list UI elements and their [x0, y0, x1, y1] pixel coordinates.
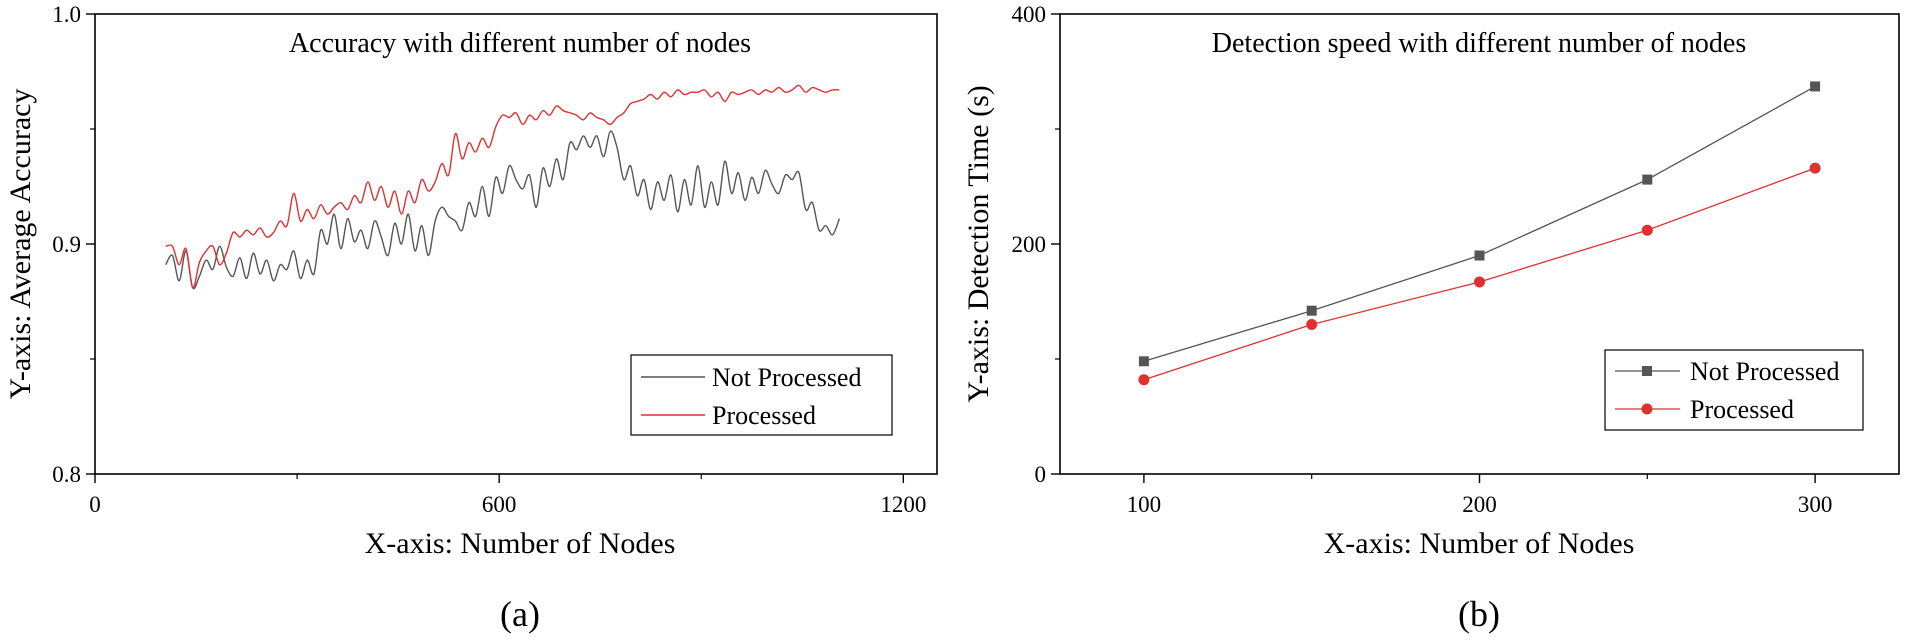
panel-b-series-markers	[1138, 81, 1821, 386]
panel-b-caption: (b)	[1458, 594, 1500, 634]
panel-b-point-processed-200	[1474, 276, 1485, 288]
panel-b-y-axis-label: Y-axis: Detection Time (s)	[962, 85, 995, 402]
panel-a-y-tick-label: 1.0	[52, 2, 81, 27]
panel-b-series-line-processed	[1143, 167, 1816, 381]
panel-a-x-axis-label: X-axis: Number of Nodes	[365, 527, 676, 560]
panel-a-title: Accuracy with different number of nodes	[289, 28, 751, 59]
panel-b-point-not-processed-250	[1642, 174, 1653, 185]
panel-b-series-lines	[1143, 85, 1816, 381]
panel-a-minor-ticks	[90, 128, 702, 479]
panel-b-point-not-processed-100	[1138, 356, 1149, 367]
panel-a-legend-label-not-processed: Not Processed	[712, 363, 861, 392]
panel-a-y-tick-label: 0.8	[52, 462, 81, 487]
panel-a-y-tick-labels: 0.8 0.9 1.0	[52, 2, 81, 487]
panel-b-x-axis-label: X-axis: Number of Nodes	[1324, 527, 1635, 560]
panel-b-legend-box	[1604, 349, 1864, 431]
panel-b-point-not-processed-300	[1810, 81, 1821, 92]
panel-b-point-processed-250	[1641, 224, 1653, 236]
panel-b-point-processed-100	[1138, 374, 1150, 386]
panel-b-major-ticks	[1051, 13, 1816, 483]
panel-b-legend-label-processed: Processed	[1690, 395, 1794, 424]
panel-b-point-processed-300	[1809, 162, 1821, 174]
panel-b-legend-marker-square	[1642, 366, 1652, 376]
panel-b-legend: Not Processed Processed	[1604, 349, 1864, 431]
panel-a-x-tick-labels: 0 600 1200	[89, 492, 926, 517]
panel-a-y-axis-label: Y-axis: Average Accuracy	[4, 89, 37, 400]
panel-b-point-processed-150	[1306, 319, 1318, 330]
panel-b-legend-marker-circle	[1641, 403, 1653, 415]
panel-b-y-tick-label: 400	[1012, 2, 1047, 27]
panel-a-series-line-processed	[165, 84, 840, 289]
panel-a-legend: Not Processed Processed	[630, 354, 893, 436]
panel-a-legend-box	[630, 354, 893, 436]
panel-b-point-not-processed-200	[1474, 250, 1485, 261]
panel-b-detection-speed-chart: 100 200 300 0 200 400 Detection speed with d…	[962, 2, 1900, 634]
panel-a-x-tick-label: 1200	[880, 492, 926, 517]
panel-a-caption: (a)	[500, 594, 540, 634]
panel-b-point-not-processed-150	[1306, 305, 1317, 316]
panel-b-x-tick-label: 200	[1462, 492, 1497, 517]
panel-a-series-line-not-processed	[165, 130, 840, 290]
panel-a-accuracy-chart: 0 600 1200 0.8 0.9 1.0 Accuracy with differe…	[4, 2, 938, 634]
panel-a-x-tick-label: 600	[482, 492, 517, 517]
panel-b-x-tick-label: 300	[1798, 492, 1833, 517]
panel-b-x-tick-labels: 100 200 300	[1127, 492, 1833, 517]
panel-b-y-tick-label: 0	[1035, 462, 1047, 487]
panel-b-legend-label-not-processed: Not Processed	[1690, 357, 1839, 386]
panel-b-y-tick-labels: 0 200 400	[1012, 2, 1047, 487]
panel-b-series-line-not-processed	[1143, 85, 1816, 362]
panel-a-major-ticks	[86, 13, 905, 483]
panel-b-y-tick-label: 200	[1012, 232, 1047, 257]
panel-b-title: Detection speed with different number of…	[1212, 28, 1746, 59]
panel-a-y-tick-label: 0.9	[52, 232, 81, 257]
panel-a-legend-label-processed: Processed	[712, 401, 816, 430]
panel-b-x-tick-label: 100	[1127, 492, 1162, 517]
panel-b-minor-ticks	[1055, 128, 1648, 479]
panel-a-series-lines	[165, 84, 840, 290]
panel-a-x-tick-label: 0	[89, 492, 101, 517]
